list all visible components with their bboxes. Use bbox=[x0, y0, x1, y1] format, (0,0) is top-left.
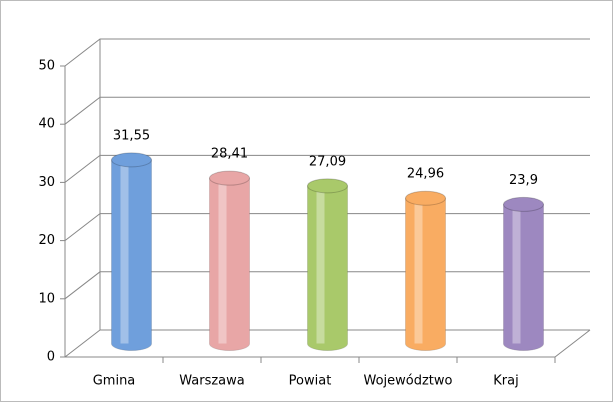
x-tick-label: Województwo bbox=[363, 374, 452, 389]
value-label: 28,41 bbox=[211, 147, 248, 162]
bar-highlight bbox=[512, 204, 521, 344]
bar-highlight bbox=[316, 185, 325, 344]
bar-shade bbox=[503, 204, 544, 351]
bar-highlight bbox=[414, 198, 423, 344]
x-tick-label: Gmina bbox=[93, 374, 136, 389]
grid-line bbox=[64, 38, 590, 67]
x-tick-label: Powiat bbox=[289, 374, 332, 389]
y-tick-label: 50 bbox=[38, 59, 55, 74]
grid-line bbox=[64, 154, 590, 183]
y-tick-label: 30 bbox=[38, 175, 55, 190]
x-tick-label: Kraj bbox=[493, 374, 518, 389]
bar-shade bbox=[405, 198, 446, 351]
y-tick-label: 10 bbox=[38, 291, 55, 306]
value-label: 27,09 bbox=[309, 154, 346, 169]
bar-top bbox=[111, 152, 152, 168]
cylinder bbox=[503, 196, 544, 351]
y-tick-label: 20 bbox=[38, 233, 55, 248]
bar-highlight bbox=[218, 178, 227, 344]
cylinder bbox=[405, 190, 446, 351]
value-label: 24,96 bbox=[407, 167, 444, 182]
bar-top bbox=[307, 178, 348, 194]
value-label: 23,9 bbox=[509, 173, 538, 188]
bar-highlight bbox=[120, 159, 129, 344]
bar-shade bbox=[307, 185, 348, 351]
bar-shade bbox=[111, 159, 152, 351]
x-tick-label: Warszawa bbox=[179, 374, 245, 389]
grid-line bbox=[64, 96, 590, 125]
cylinder bbox=[111, 152, 152, 351]
bar-top bbox=[503, 196, 544, 212]
bar-top bbox=[209, 170, 250, 186]
bar-shade bbox=[209, 178, 250, 351]
cylinder bbox=[209, 170, 250, 351]
y-tick-label: 0 bbox=[47, 350, 55, 365]
cylinder bbox=[307, 178, 348, 351]
value-label: 31,55 bbox=[113, 128, 150, 143]
y-tick-label: 40 bbox=[38, 117, 55, 132]
bar-top bbox=[405, 190, 446, 206]
